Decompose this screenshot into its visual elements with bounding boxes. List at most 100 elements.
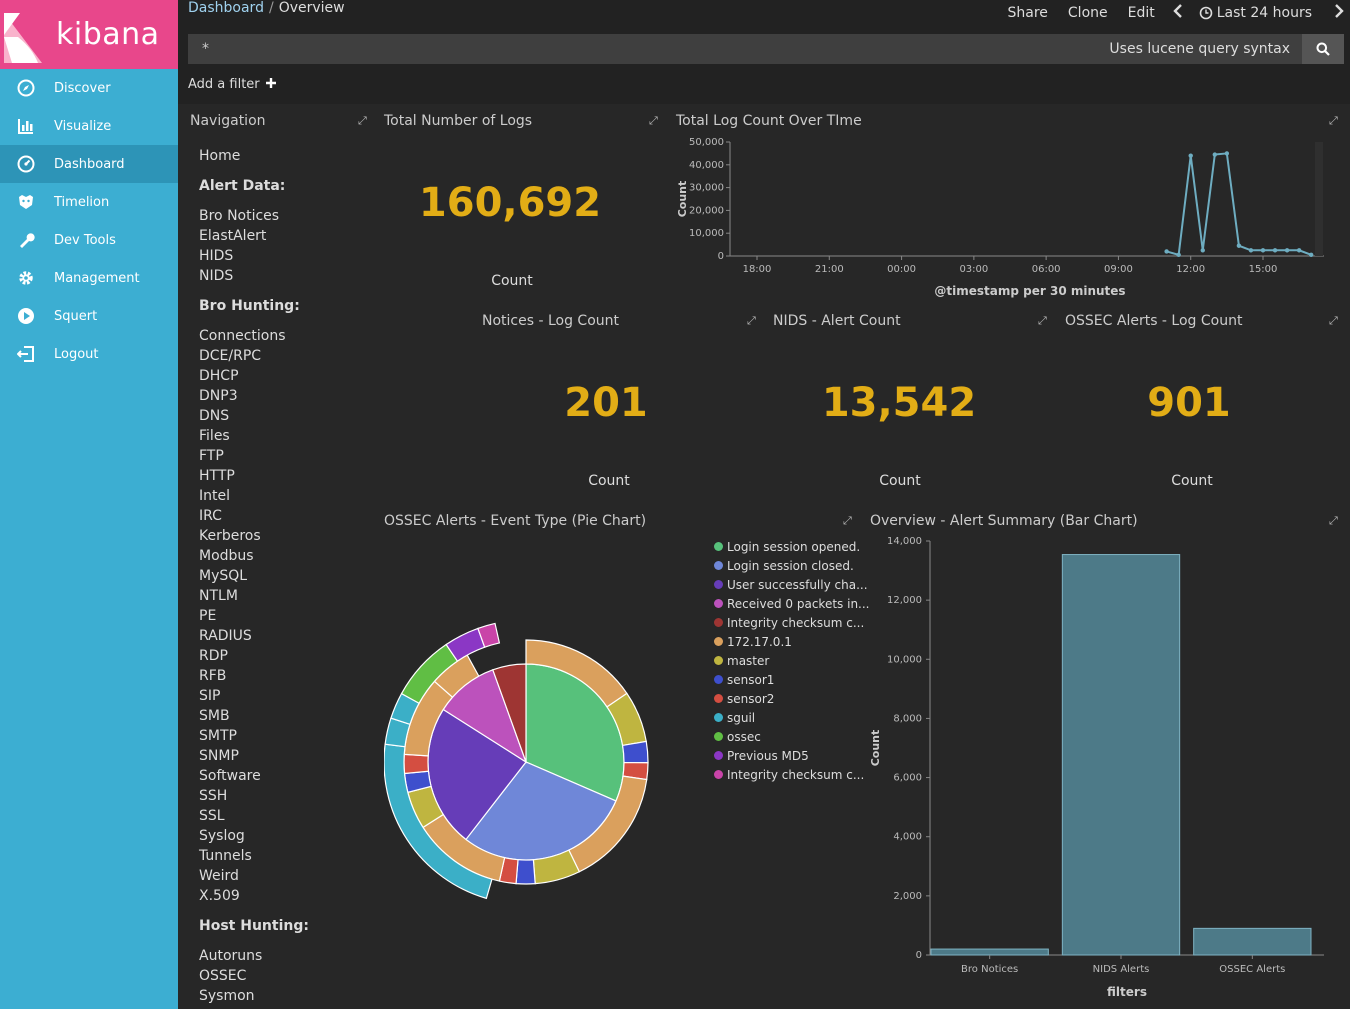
data-point[interactable] — [1200, 248, 1205, 253]
data-point[interactable] — [1224, 151, 1230, 156]
data-point[interactable] — [1296, 248, 1302, 253]
expand-icon[interactable]: ⤢ — [1329, 314, 1338, 327]
nav-link[interactable]: Autoruns — [199, 948, 263, 964]
nav-link[interactable]: ElastAlert — [199, 228, 267, 244]
expand-icon[interactable]: ⤢ — [358, 114, 367, 127]
time-forward-button[interactable] — [1334, 4, 1344, 22]
nav-link[interactable]: Bro Notices — [199, 208, 280, 224]
sidebar-item-dev-tools[interactable]: Dev Tools — [0, 221, 178, 259]
data-point[interactable] — [1164, 249, 1169, 254]
data-point[interactable] — [1176, 252, 1181, 258]
sidebar-item-squert[interactable]: Squert — [0, 297, 178, 335]
legend-item[interactable]: Login session closed. — [714, 556, 870, 575]
query-syntax-hint[interactable]: Uses lucene query syntax — [1109, 41, 1290, 57]
nav-link-home[interactable]: Home — [199, 148, 241, 164]
sidebar-item-discover[interactable]: Discover — [0, 69, 178, 107]
nav-link[interactable]: DNP3 — [199, 388, 238, 404]
nav-link[interactable]: Sysmon — [199, 988, 255, 1004]
legend-item[interactable]: master — [714, 651, 870, 670]
edit-button[interactable]: Edit — [1127, 5, 1155, 21]
pie-slice-middle[interactable] — [515, 859, 536, 885]
pie-slice-middle[interactable] — [621, 740, 649, 764]
expand-icon[interactable]: ⤢ — [1329, 514, 1338, 527]
nav-link[interactable]: NIDS — [199, 268, 234, 284]
nav-link[interactable]: DNS — [199, 408, 230, 424]
legend-item[interactable]: sensor2 — [714, 689, 870, 708]
search-button[interactable] — [1302, 34, 1344, 64]
pie-slice-outer[interactable] — [477, 622, 501, 648]
sidebar-item-visualize[interactable]: Visualize — [0, 107, 178, 145]
expand-icon[interactable]: ⤢ — [1329, 114, 1338, 127]
sidebar-item-dashboard[interactable]: Dashboard — [0, 145, 178, 183]
data-point[interactable] — [1308, 252, 1314, 258]
expand-icon[interactable]: ⤢ — [843, 514, 852, 527]
time-back-button[interactable] — [1173, 4, 1183, 22]
legend-item[interactable]: ossec — [714, 727, 870, 746]
bar-ossec-alerts[interactable] — [1193, 927, 1312, 956]
clone-button[interactable]: Clone — [1067, 5, 1108, 21]
nav-link[interactable]: Kerberos — [199, 528, 261, 544]
data-point[interactable] — [1188, 153, 1193, 158]
time-picker-button[interactable]: Last 24 hours — [1199, 5, 1312, 21]
nav-link[interactable]: FTP — [199, 448, 224, 464]
legend-item[interactable]: sensor1 — [714, 670, 870, 689]
sidebar-item-timelion[interactable]: Timelion — [0, 183, 178, 221]
nav-link[interactable]: RFB — [199, 668, 227, 684]
bar-nids-alerts[interactable] — [1061, 554, 1181, 956]
nav-link[interactable]: HIDS — [199, 248, 234, 264]
legend-item[interactable]: Integrity checksum c... — [714, 765, 870, 784]
nav-link[interactable]: SMTP — [199, 728, 237, 744]
share-button[interactable]: Share — [1007, 5, 1048, 21]
expand-icon[interactable]: ⤢ — [1038, 314, 1047, 327]
sidebar-item-logout[interactable]: Logout — [0, 335, 178, 373]
sidebar-item-management[interactable]: Management — [0, 259, 178, 297]
nav-link[interactable]: DHCP — [199, 368, 239, 384]
pie-slice-middle[interactable] — [403, 753, 430, 775]
legend-item[interactable]: sguil — [714, 708, 870, 727]
bar-bro-notices[interactable] — [930, 948, 1049, 956]
nav-link[interactable]: DCE/RPC — [199, 348, 262, 364]
nav-link[interactable]: PE — [199, 608, 217, 624]
nav-link[interactable]: Connections — [199, 328, 286, 344]
pie-chart-title: OSSEC Alerts - Event Type (Pie Chart) — [384, 513, 647, 529]
nav-link[interactable]: Files — [199, 428, 230, 444]
nav-link[interactable]: RDP — [199, 648, 228, 664]
expand-icon[interactable]: ⤢ — [649, 114, 658, 127]
expand-icon[interactable]: ⤢ — [747, 314, 756, 327]
legend-item[interactable]: Login session opened. — [714, 537, 870, 556]
nav-link[interactable]: SIP — [199, 688, 221, 704]
kibana-logo[interactable]: kibana — [0, 0, 178, 69]
nav-link[interactable]: X.509 — [199, 888, 240, 904]
nav-link[interactable]: RADIUS — [199, 628, 252, 644]
data-point[interactable] — [1212, 152, 1218, 157]
data-point[interactable] — [1272, 248, 1278, 253]
data-point[interactable] — [1284, 248, 1290, 253]
bar-chart-title: Overview - Alert Summary (Bar Chart) — [870, 513, 1138, 529]
search-input[interactable] — [188, 41, 1110, 57]
nav-link[interactable]: Software — [199, 768, 261, 784]
nav-link[interactable]: Intel — [199, 488, 230, 504]
nav-link[interactable]: SNMP — [199, 748, 239, 764]
nav-link[interactable]: Weird — [199, 868, 239, 884]
nav-link[interactable]: Modbus — [199, 548, 254, 564]
add-filter-button[interactable]: Add a filter — [188, 77, 276, 92]
nav-link[interactable]: NTLM — [199, 588, 238, 604]
nav-link[interactable]: HTTP — [199, 468, 235, 484]
legend-item[interactable]: Previous MD5 — [714, 746, 870, 765]
legend-item[interactable]: User successfully cha... — [714, 575, 870, 594]
legend-item[interactable]: Received 0 packets in... — [714, 594, 870, 613]
legend-item[interactable]: Integrity checksum c... — [714, 613, 870, 632]
nav-link[interactable]: SSH — [199, 788, 228, 804]
nav-link[interactable]: IRC — [199, 508, 222, 524]
data-point[interactable] — [1236, 243, 1242, 248]
data-point[interactable] — [1260, 248, 1266, 253]
nav-link[interactable]: SSL — [199, 808, 225, 824]
legend-item[interactable]: 172.17.0.1 — [714, 632, 870, 651]
breadcrumb-dashboard[interactable]: Dashboard — [188, 0, 264, 16]
nav-link[interactable]: SMB — [199, 708, 230, 724]
nav-link[interactable]: Tunnels — [199, 848, 252, 864]
data-point[interactable] — [1248, 248, 1254, 253]
nav-link[interactable]: Syslog — [199, 828, 245, 844]
nav-link[interactable]: MySQL — [199, 568, 248, 584]
nav-link[interactable]: OSSEC — [199, 968, 247, 984]
